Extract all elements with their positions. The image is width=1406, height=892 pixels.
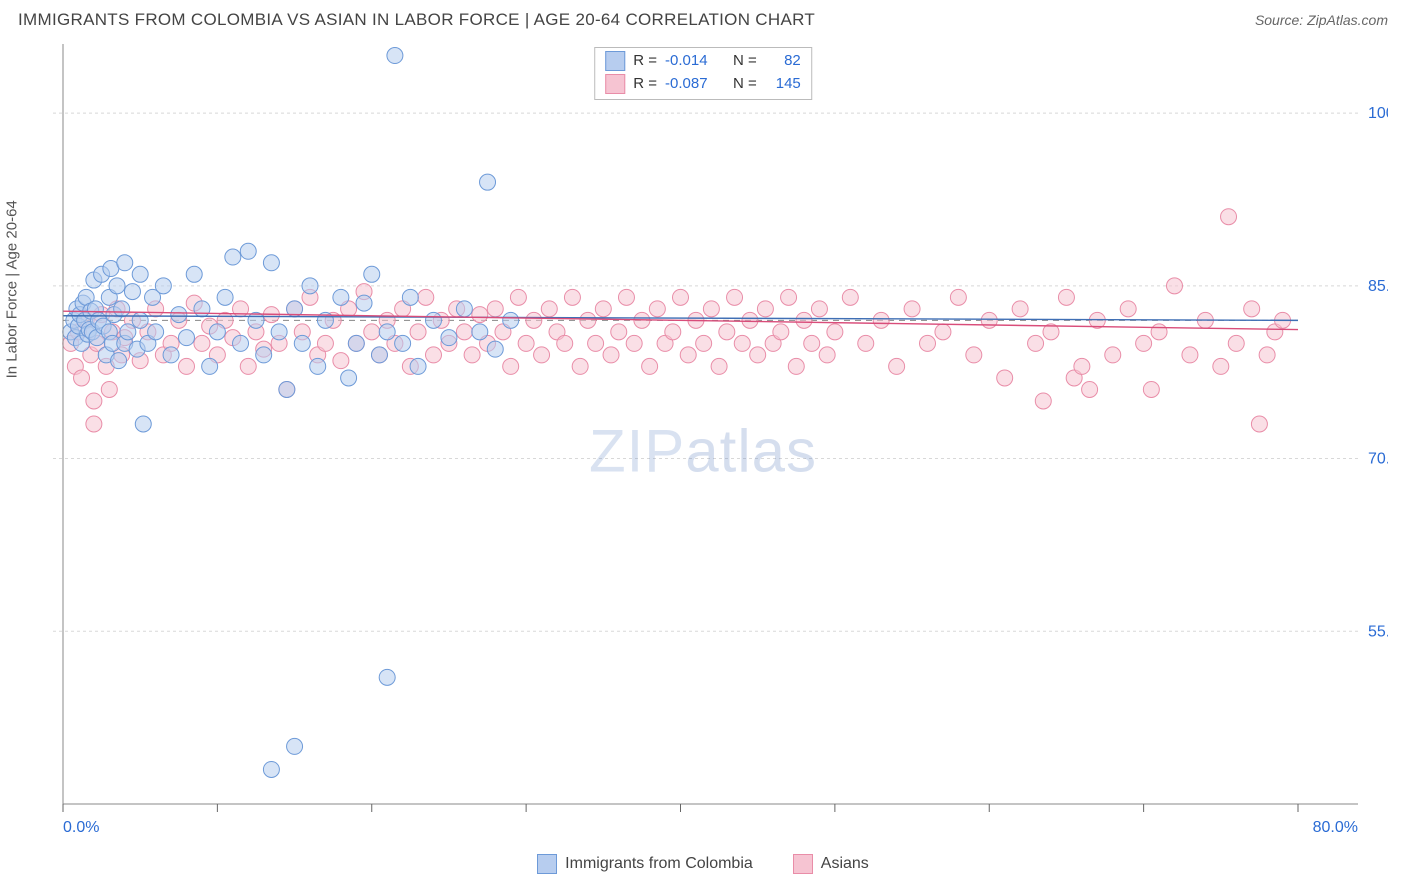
r-value-colombia: -0.014 (665, 50, 725, 73)
legend-row-asians: R = -0.087 N = 145 (605, 73, 801, 96)
source-attribution: Source: ZipAtlas.com (1255, 12, 1388, 28)
svg-text:70.0%: 70.0% (1368, 451, 1388, 468)
svg-text:0.0%: 0.0% (63, 819, 99, 836)
source-label: Source: (1255, 12, 1307, 28)
legend-swatch-asians (605, 74, 625, 94)
n-label: N = (733, 50, 757, 73)
source-name: ZipAtlas.com (1307, 12, 1388, 28)
r-label: R = (633, 50, 657, 73)
svg-text:80.0%: 80.0% (1313, 819, 1358, 836)
legend-label-colombia: Immigrants from Colombia (565, 855, 753, 873)
legend-row-colombia: R = -0.014 N = 82 (605, 50, 801, 73)
y-axis-label: In Labor Force | Age 20-64 (4, 200, 21, 378)
legend-label-asians: Asians (821, 855, 869, 873)
r-label: R = (633, 73, 657, 96)
legend-item-colombia: Immigrants from Colombia (537, 854, 753, 874)
svg-text:100.0%: 100.0% (1368, 105, 1388, 122)
svg-text:55.0%: 55.0% (1368, 623, 1388, 640)
correlation-legend: R = -0.014 N = 82 R = -0.087 N = 145 (594, 47, 812, 100)
series-legend: Immigrants from Colombia Asians (18, 854, 1388, 874)
legend-swatch-asians (793, 854, 813, 874)
svg-text:85.0%: 85.0% (1368, 278, 1388, 295)
scatter-plot: 55.0% 70.0% 85.0% 100.0% 0.0% 80.0% (18, 44, 1388, 874)
legend-swatch-colombia (605, 51, 625, 71)
r-value-asians: -0.087 (665, 73, 725, 96)
n-label: N = (733, 73, 757, 96)
legend-swatch-colombia (537, 854, 557, 874)
chart-title: IMMIGRANTS FROM COLOMBIA VS ASIAN IN LAB… (18, 10, 815, 30)
n-value-colombia: 82 (765, 50, 801, 73)
legend-item-asians: Asians (793, 854, 869, 874)
n-value-asians: 145 (765, 73, 801, 96)
chart-container: In Labor Force | Age 20-64 R = -0.014 N … (18, 44, 1388, 874)
